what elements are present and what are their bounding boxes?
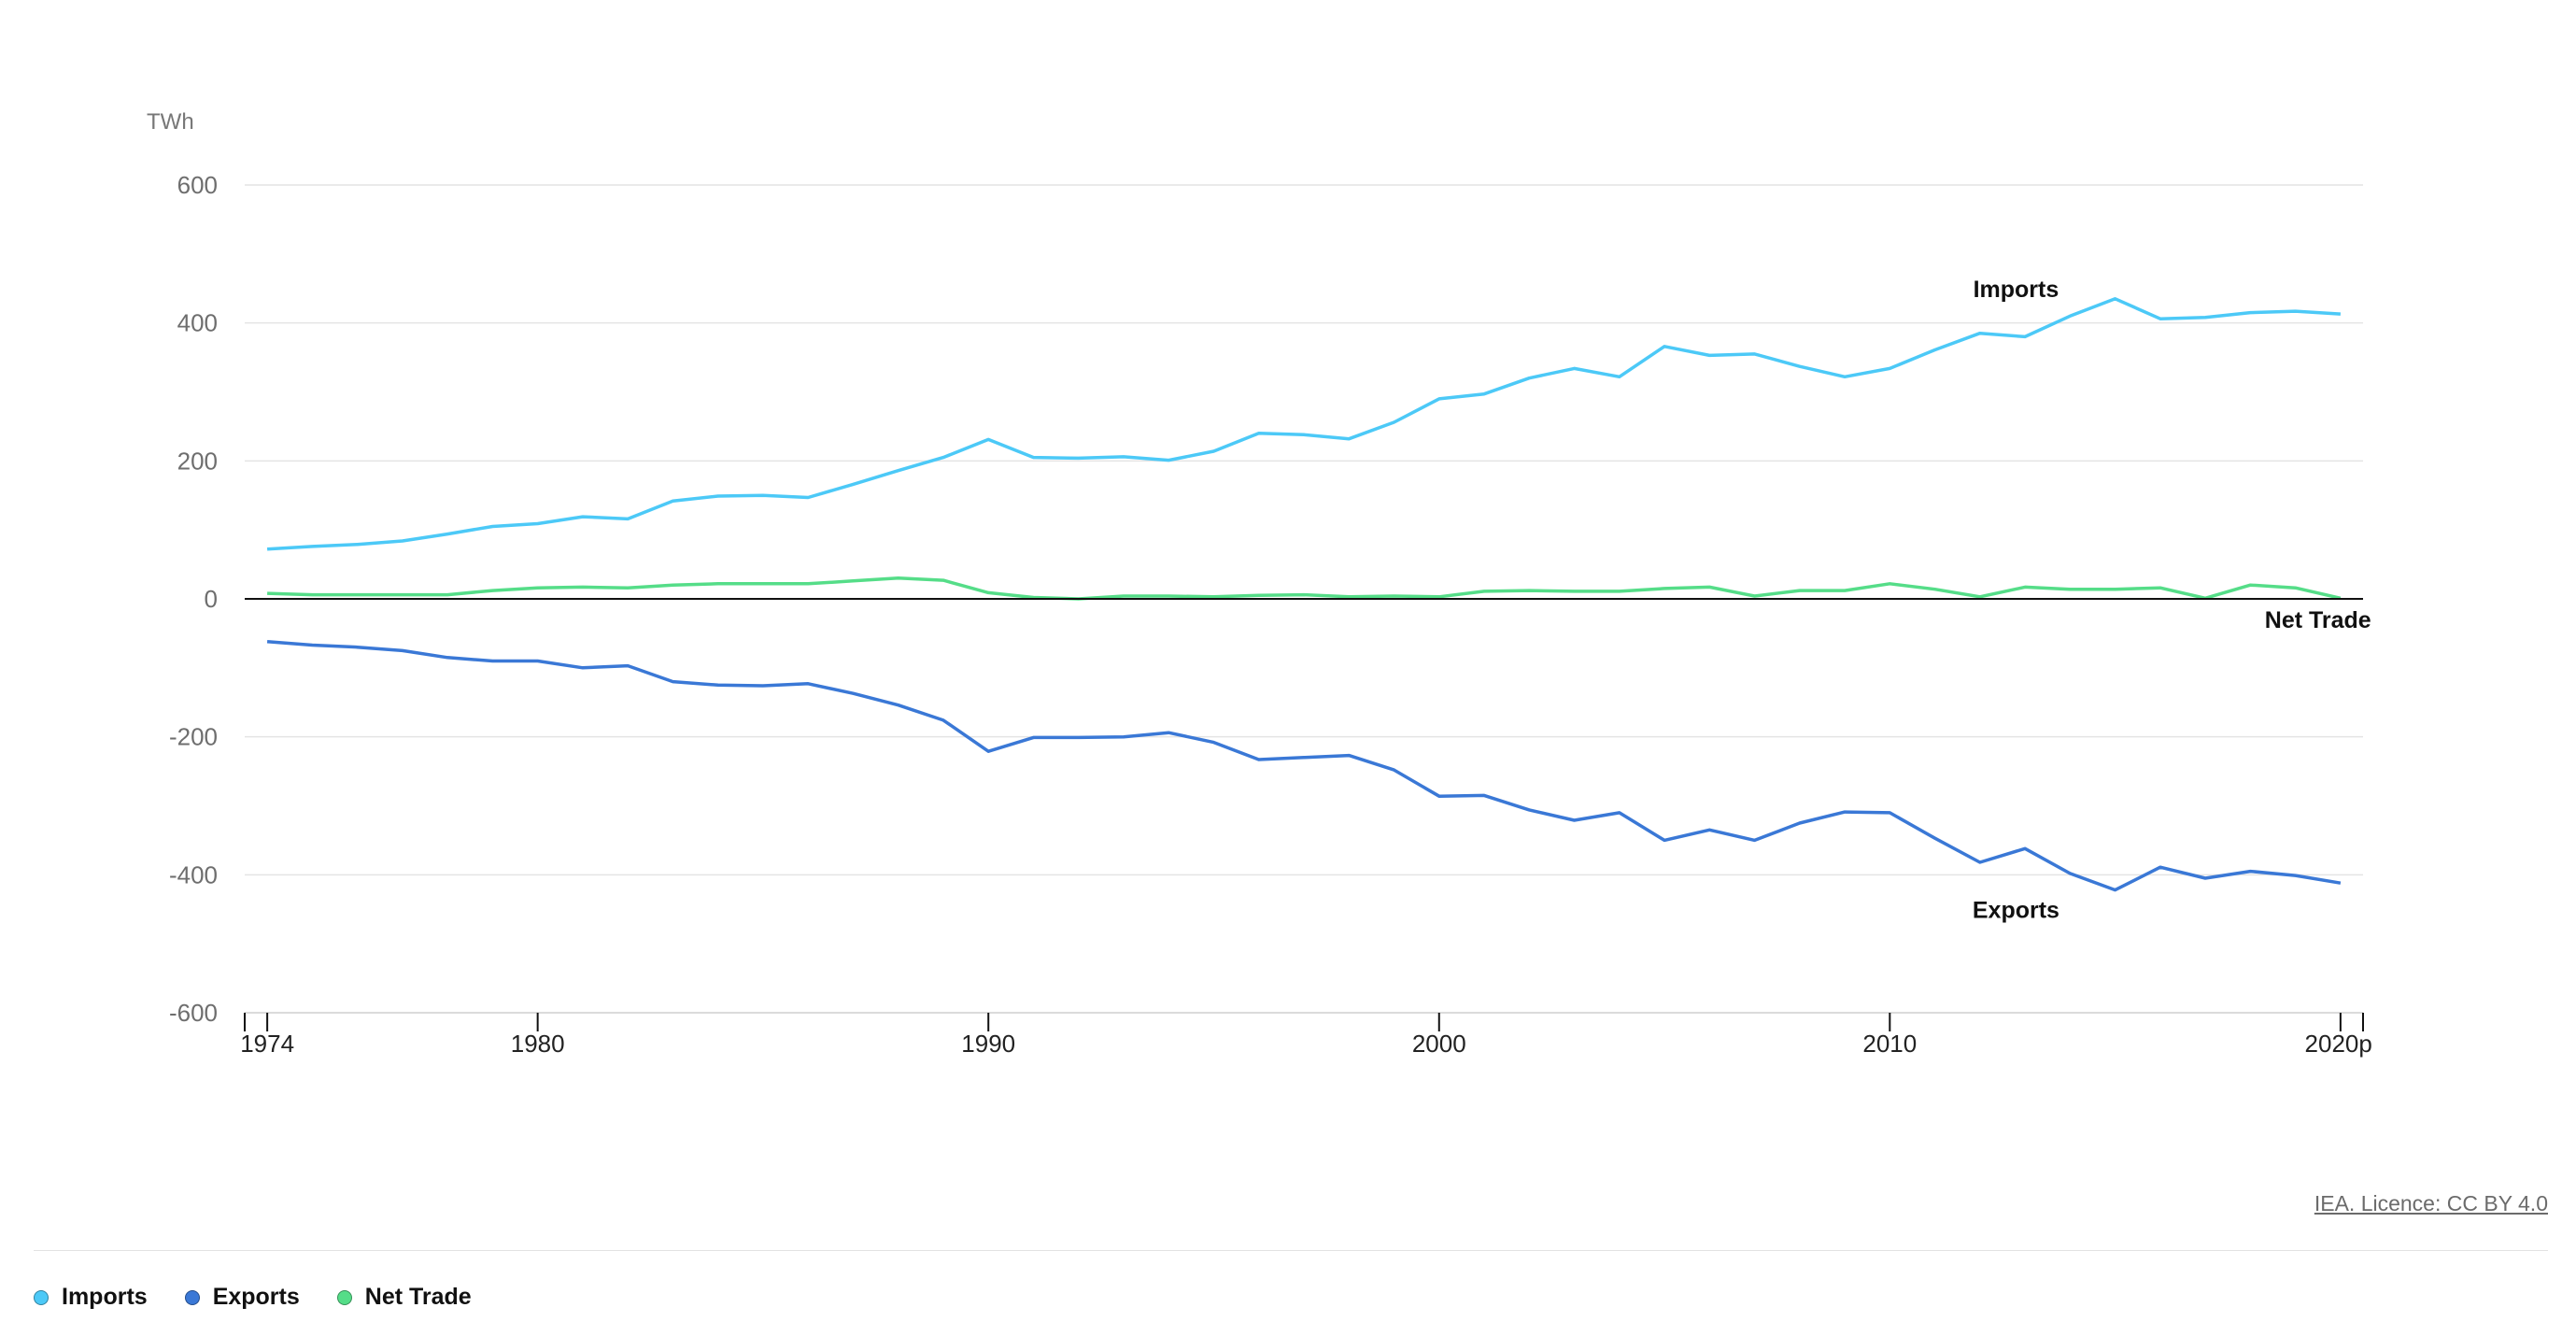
legend-item-imports[interactable]: Imports — [34, 1284, 148, 1311]
y-tick-label: 600 — [177, 171, 218, 199]
y-tick-label: 200 — [177, 447, 218, 475]
series-line-exports[interactable] — [266, 640, 2342, 892]
grid-layer — [245, 184, 2363, 876]
x-tick-label: 1974 — [240, 1030, 294, 1058]
annotation-layer: Imports Net Trade Exports — [1973, 277, 2371, 924]
legend-swatch-imports — [34, 1289, 49, 1305]
legend-divider — [34, 1250, 2548, 1251]
annotation-imports: Imports — [1974, 277, 2059, 303]
legend-swatch-net-trade — [336, 1289, 352, 1305]
x-tick-label: 2020p — [2305, 1030, 2372, 1058]
credit-link[interactable]: IEA. Licence: CC BY 4.0 — [2314, 1191, 2548, 1215]
legend-item-exports[interactable]: Exports — [184, 1284, 300, 1311]
legend-label-net-trade: Net Trade — [364, 1284, 472, 1310]
y-tick-label: 0 — [205, 585, 218, 613]
series-line-net-trade[interactable] — [267, 576, 2342, 601]
annotation-exports: Exports — [1973, 897, 2059, 923]
x-tick-label: 2010 — [1862, 1030, 1917, 1058]
y-tick-label: -200 — [169, 723, 218, 751]
series-line-imports[interactable] — [266, 297, 2342, 551]
y-tick-label: -400 — [169, 860, 218, 888]
legend-label-imports: Imports — [62, 1284, 148, 1310]
legend-item-net-trade[interactable]: Net Trade — [336, 1284, 472, 1311]
annotation-net-trade: Net Trade — [2265, 607, 2371, 633]
x-tick-label: 1990 — [961, 1030, 1015, 1058]
y-tick-label: -600 — [169, 999, 218, 1027]
legend: Imports Exports Net Trade — [34, 1284, 472, 1311]
y-axis-unit-label: TWh — [147, 109, 194, 135]
legend-label-exports: Exports — [212, 1284, 300, 1310]
x-tick-label: 2000 — [1412, 1030, 1466, 1058]
legend-swatch-exports — [184, 1289, 200, 1305]
x-tick-label: 1980 — [511, 1030, 565, 1058]
y-tick-label: 400 — [177, 309, 218, 337]
series-layer — [245, 297, 2363, 892]
